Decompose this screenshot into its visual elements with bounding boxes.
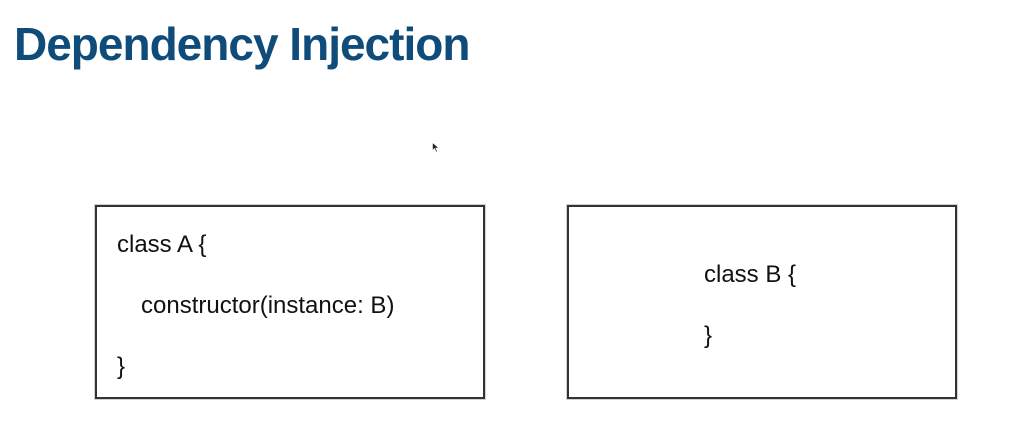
class-b-box: class B { }: [567, 205, 957, 399]
class-a-declaration: class A {: [117, 231, 207, 258]
slide-title: Dependency Injection: [14, 18, 470, 70]
class-a-constructor: constructor(instance: B): [141, 292, 395, 319]
mouse-pointer-icon: [432, 140, 440, 158]
class-a-closing-brace: }: [117, 353, 126, 380]
class-b-declaration: class B {: [704, 261, 797, 288]
class-b-closing-brace: }: [704, 322, 713, 349]
class-a-box: class A { constructor(instance: B) }: [95, 205, 485, 399]
